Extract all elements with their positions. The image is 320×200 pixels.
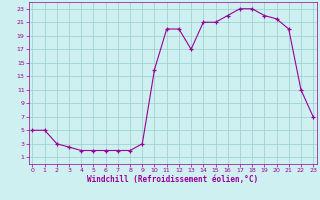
X-axis label: Windchill (Refroidissement éolien,°C): Windchill (Refroidissement éolien,°C) — [87, 175, 258, 184]
